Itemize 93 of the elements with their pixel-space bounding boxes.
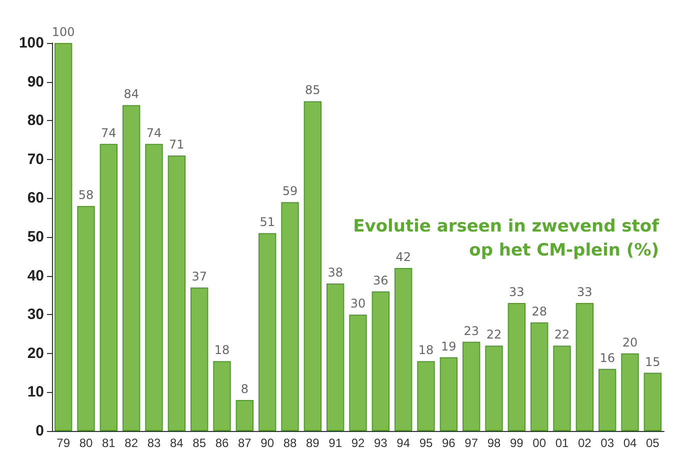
x-tick-label: 92 — [351, 436, 365, 450]
bar — [77, 206, 95, 431]
x-tick-label: 81 — [102, 436, 116, 450]
data-label: 18 — [214, 343, 230, 358]
bar — [258, 233, 276, 431]
data-label: 59 — [282, 184, 298, 198]
bar — [100, 144, 118, 431]
x-tick-label: 00 — [532, 436, 546, 450]
bar — [508, 302, 526, 431]
x-tick-label: 84 — [170, 436, 184, 450]
data-label: 16 — [600, 350, 615, 365]
bar — [598, 368, 616, 431]
data-label: 42 — [396, 250, 411, 264]
bar — [417, 361, 435, 431]
x-tick-label: 89 — [306, 436, 320, 450]
bar — [530, 322, 548, 431]
x-tick-label: 79 — [56, 436, 70, 450]
data-label: 51 — [260, 215, 275, 230]
y-tick-label: 100 — [18, 34, 44, 52]
y-tick-label: 20 — [27, 344, 44, 362]
bar — [349, 314, 367, 431]
x-tick-label: 90 — [260, 436, 274, 450]
data-label: 20 — [622, 335, 638, 350]
x-tick-label: 86 — [215, 436, 229, 450]
y-tick-label: 90 — [27, 73, 44, 90]
x-tick-label: 03 — [600, 436, 614, 450]
y-tick-label: 60 — [27, 190, 44, 207]
data-label: 58 — [78, 188, 94, 202]
bar — [168, 156, 186, 431]
x-tick-label: 88 — [283, 436, 297, 450]
bar — [440, 357, 458, 431]
x-tick-label: 04 — [623, 436, 637, 450]
bar — [485, 346, 503, 431]
bar — [213, 361, 231, 431]
bar — [145, 144, 163, 431]
bar — [326, 284, 344, 431]
x-tick-label: 01 — [555, 436, 569, 450]
bar — [394, 268, 412, 431]
data-label: 71 — [169, 138, 184, 152]
bar — [621, 353, 639, 431]
x-tick-label: 94 — [396, 436, 410, 450]
data-label: 36 — [373, 273, 388, 288]
y-tick-label: 80 — [27, 112, 44, 130]
bar — [281, 202, 299, 431]
bar — [372, 291, 390, 431]
data-label: 100 — [52, 25, 75, 39]
bar — [236, 400, 254, 431]
x-tick-label: 02 — [578, 436, 592, 450]
data-label: 28 — [532, 304, 547, 318]
bar — [553, 346, 571, 431]
x-tick-label: 98 — [487, 436, 501, 450]
x-tick-label: 83 — [147, 436, 161, 450]
data-label: 33 — [577, 284, 592, 299]
x-tick-label: 99 — [510, 436, 524, 450]
data-label: 22 — [554, 328, 570, 342]
y-tick-label: 10 — [27, 384, 44, 401]
bar — [644, 372, 662, 431]
data-label: 8 — [240, 382, 248, 396]
bar — [576, 302, 594, 431]
data-label: 85 — [305, 83, 320, 98]
x-tick-label: 85 — [192, 436, 206, 450]
x-tick-label: 96 — [442, 436, 456, 450]
y-tick-label: 0 — [36, 422, 44, 440]
x-tick-label: 91 — [328, 436, 342, 450]
data-label: 15 — [645, 354, 660, 369]
bar — [304, 101, 322, 431]
data-label: 84 — [124, 87, 139, 102]
data-label: 30 — [350, 296, 366, 311]
bar — [462, 342, 480, 431]
text: Evolutie arseen in zwevend stof — [353, 216, 660, 236]
x-tick-label: 80 — [79, 436, 93, 450]
y-tick-label: 70 — [27, 150, 44, 168]
x-tick-label: 97 — [464, 436, 478, 450]
data-label: 74 — [101, 126, 116, 140]
data-label: 37 — [192, 269, 207, 284]
data-label: 18 — [418, 343, 434, 358]
data-label: 22 — [486, 328, 502, 342]
text: op het CM-plein (%) — [469, 240, 660, 260]
y-tick-label: 50 — [27, 228, 44, 246]
x-tick-label: 93 — [374, 436, 388, 450]
data-label: 23 — [464, 324, 479, 338]
bar — [122, 105, 140, 431]
y-tick-label: 30 — [27, 306, 44, 324]
x-tick-label: 95 — [419, 436, 433, 450]
x-tick-label: 87 — [238, 436, 252, 450]
y-tick-label: 40 — [27, 267, 44, 284]
data-label: 33 — [509, 284, 524, 299]
data-label: 74 — [146, 126, 162, 140]
x-tick-label: 05 — [646, 436, 660, 450]
x-tick-label: 82 — [124, 436, 138, 450]
bar — [190, 287, 208, 431]
data-label: 19 — [441, 339, 456, 354]
data-label: 38 — [328, 266, 343, 280]
